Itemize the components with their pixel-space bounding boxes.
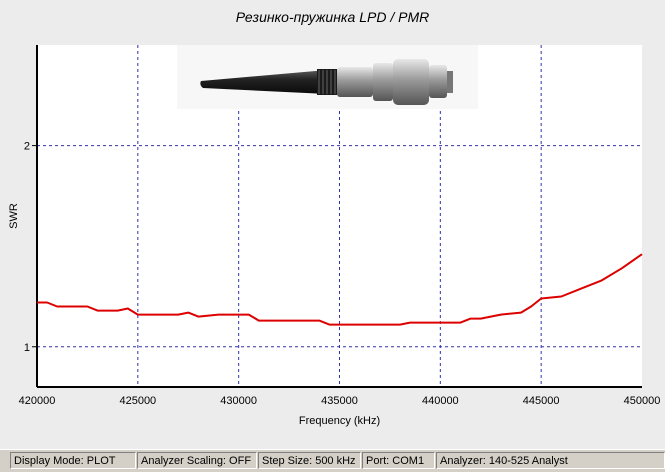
bnc-antenna-photo: [177, 45, 478, 109]
x-tick-label: 420000: [19, 395, 56, 407]
y-tick-label: 1: [24, 342, 30, 354]
status-display-mode: Display Mode: PLOT: [10, 452, 136, 469]
y-tick-label: 2: [24, 141, 30, 153]
y-axis-label: SWR: [8, 203, 20, 229]
x-axis-label: Frequency (kHz): [299, 415, 380, 427]
status-step-size: Step Size: 500 kHz: [258, 452, 361, 469]
x-tick-label: 440000: [422, 395, 459, 407]
x-tick-label: 425000: [119, 395, 156, 407]
chart-title: Резинко-пружинка LPD / PMR: [235, 9, 430, 25]
status-analyzer-scaling: Analyzer Scaling: OFF: [137, 452, 257, 469]
status-analyzer: Analyzer: 140-525 Analyst: [436, 452, 665, 469]
status-port: Port: COM1: [362, 452, 435, 469]
chart-area: 420000 425000 430000 435000 440000 445000 4500…: [8, 9, 661, 427]
x-tick-label: 445000: [523, 395, 560, 407]
antenna-icon: [200, 59, 453, 105]
swr-series-line: [37, 253, 643, 326]
x-tick-label: 435000: [321, 395, 358, 407]
status-bar: Display Mode: PLOT Analyzer Scaling: OFF…: [0, 449, 665, 472]
x-tick-label: 450000: [624, 395, 661, 407]
x-tick-label: 430000: [220, 395, 257, 407]
